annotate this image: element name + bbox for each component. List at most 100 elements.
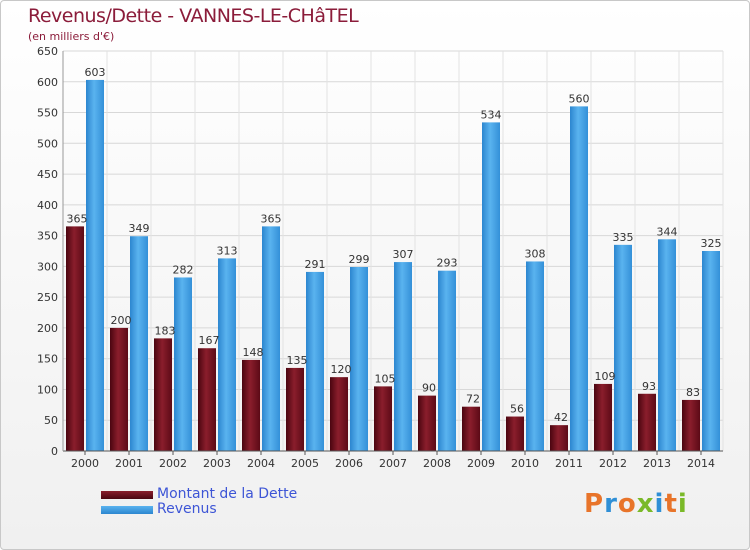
legend-label-dette: Montant de la Dette xyxy=(157,486,298,502)
bar-dette xyxy=(286,367,304,451)
x-tick-label: 2004 xyxy=(247,457,275,470)
bar-dette xyxy=(154,338,172,451)
data-label-dette: 56 xyxy=(510,403,524,416)
data-label-revenus: 308 xyxy=(525,247,546,260)
bar-revenus xyxy=(394,262,412,451)
bar-revenus xyxy=(658,239,676,451)
logo-letter: r xyxy=(604,489,618,519)
y-tick-label: 650 xyxy=(37,45,58,58)
legend-label-revenus: Revenus xyxy=(157,501,217,517)
x-tick-label: 2005 xyxy=(291,457,319,470)
data-label-revenus: 534 xyxy=(481,108,502,121)
data-label-revenus: 282 xyxy=(173,263,194,276)
data-label-revenus: 344 xyxy=(657,225,678,238)
data-label-dette: 93 xyxy=(642,380,656,393)
data-label-revenus: 325 xyxy=(701,237,722,250)
x-tick-label: 2011 xyxy=(555,457,583,470)
y-tick-label: 150 xyxy=(37,353,58,366)
data-label-dette: 42 xyxy=(554,411,568,424)
y-tick-label: 550 xyxy=(37,107,58,120)
bar-revenus xyxy=(262,226,280,451)
data-label-dette: 135 xyxy=(287,354,308,367)
x-tick-label: 2008 xyxy=(423,457,451,470)
data-label-dette: 83 xyxy=(686,386,700,399)
y-tick-label: 450 xyxy=(37,168,58,181)
logo-letter: i xyxy=(677,489,688,519)
bar-revenus xyxy=(526,261,544,451)
logo-letter: P xyxy=(584,489,605,519)
bar-revenus xyxy=(306,271,324,451)
bar-revenus xyxy=(438,270,456,451)
y-tick-label: 600 xyxy=(37,76,58,89)
y-tick-label: 250 xyxy=(37,291,58,304)
x-tick-label: 2001 xyxy=(115,457,143,470)
y-tick-label: 300 xyxy=(37,260,58,273)
bar-revenus xyxy=(702,251,720,451)
data-label-revenus: 603 xyxy=(85,66,106,79)
bar-revenus xyxy=(350,267,368,451)
proxiti-logo: Proxiti xyxy=(584,489,688,519)
bar-revenus xyxy=(482,122,500,451)
data-label-revenus: 307 xyxy=(393,248,414,261)
x-tick-label: 2013 xyxy=(643,457,671,470)
bar-revenus xyxy=(86,79,104,451)
y-tick-label: 100 xyxy=(37,383,58,396)
x-tick-label: 2006 xyxy=(335,457,363,470)
y-tick-label: 50 xyxy=(44,414,58,427)
data-label-revenus: 299 xyxy=(349,253,370,266)
bar-dette xyxy=(66,226,84,451)
data-label-dette: 365 xyxy=(67,212,88,225)
bar-dette xyxy=(462,406,480,451)
bar-revenus xyxy=(174,277,192,451)
data-label-revenus: 560 xyxy=(569,92,590,105)
x-tick-label: 2003 xyxy=(203,457,231,470)
y-tick-label: 200 xyxy=(37,322,58,335)
logo-letter: x xyxy=(636,489,655,519)
data-label-revenus: 313 xyxy=(217,244,238,257)
bar-dette xyxy=(198,348,216,451)
bar-dette xyxy=(374,386,392,451)
logo-letter: t xyxy=(664,489,678,519)
bar-dette xyxy=(506,416,524,451)
x-tick-label: 2000 xyxy=(71,457,99,470)
data-label-revenus: 291 xyxy=(305,258,326,271)
logo-letter: o xyxy=(617,489,637,519)
bar-dette xyxy=(110,327,128,451)
bar-dette xyxy=(242,359,260,451)
data-label-dette: 148 xyxy=(243,346,264,359)
bar-revenus xyxy=(218,258,236,451)
bar-dette xyxy=(682,399,700,451)
bar-revenus xyxy=(570,106,588,451)
bar-dette xyxy=(330,377,348,451)
chart-title: Revenus/Dette - VANNES-LE-CHâTEL xyxy=(28,5,359,27)
data-label-dette: 120 xyxy=(331,363,352,376)
x-tick-label: 2007 xyxy=(379,457,407,470)
bar-revenus xyxy=(130,236,148,451)
legend-swatch-dette xyxy=(101,491,153,499)
bar-dette xyxy=(638,393,656,451)
bar-dette xyxy=(550,425,568,451)
data-label-revenus: 349 xyxy=(129,222,150,235)
x-tick-label: 2012 xyxy=(599,457,627,470)
logo-letter: i xyxy=(654,489,665,519)
data-label-dette: 167 xyxy=(199,334,220,347)
y-tick-label: 350 xyxy=(37,230,58,243)
bar-dette xyxy=(418,395,436,451)
bar-dette xyxy=(594,383,612,451)
data-label-revenus: 335 xyxy=(613,231,634,244)
data-label-dette: 200 xyxy=(111,314,132,327)
y-tick-label: 0 xyxy=(51,445,58,458)
y-tick-label: 500 xyxy=(37,137,58,150)
y-tick-label: 400 xyxy=(37,199,58,212)
data-label-dette: 90 xyxy=(422,382,436,395)
data-label-revenus: 365 xyxy=(261,212,282,225)
x-tick-label: 2010 xyxy=(511,457,539,470)
data-label-dette: 72 xyxy=(466,393,480,406)
data-label-dette: 109 xyxy=(595,370,616,383)
x-tick-label: 2002 xyxy=(159,457,187,470)
data-label-revenus: 293 xyxy=(437,257,458,270)
x-tick-label: 2009 xyxy=(467,457,495,470)
legend-swatch-revenus xyxy=(101,506,153,514)
